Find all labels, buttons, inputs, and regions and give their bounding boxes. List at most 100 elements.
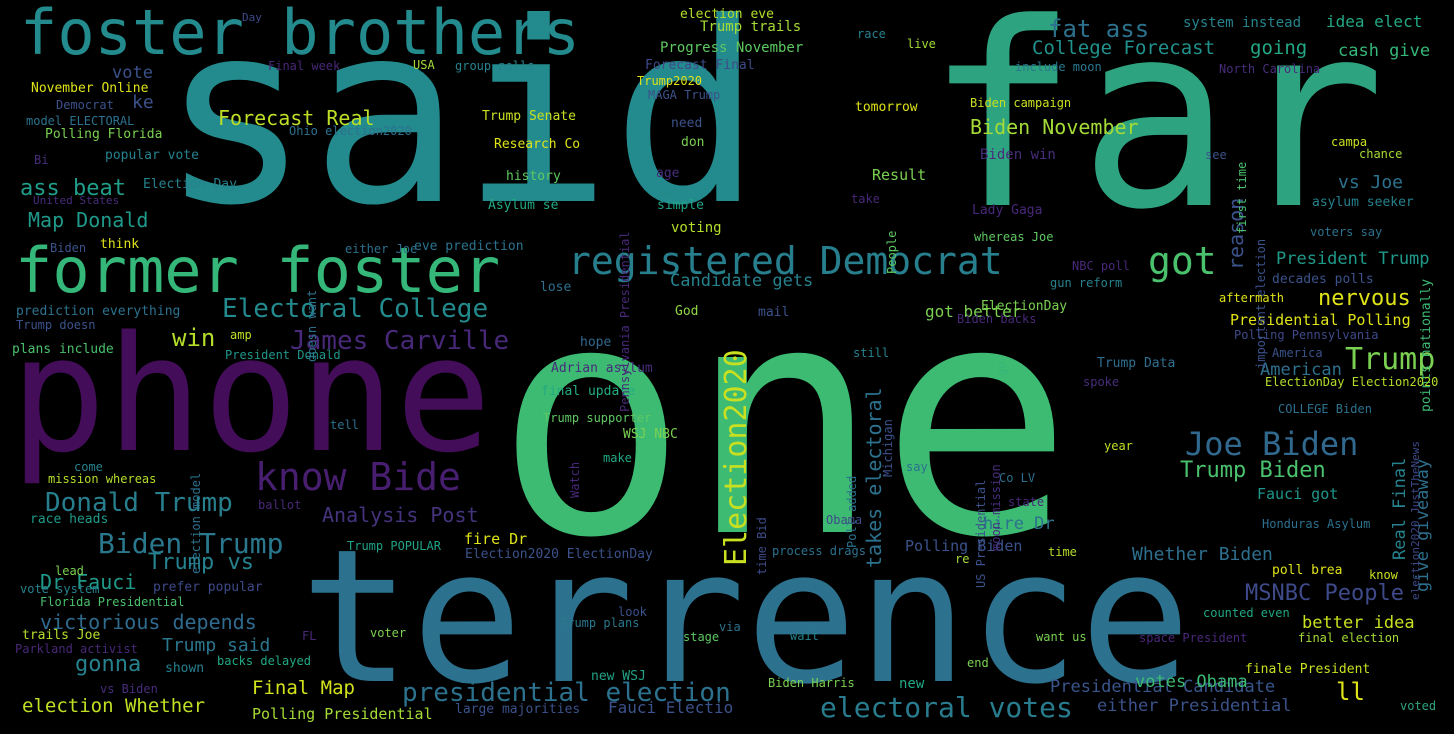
word: win [172, 324, 216, 352]
word: model ELECTORAL [26, 114, 135, 128]
word: eve prediction [414, 239, 524, 254]
word: Final week [268, 59, 341, 73]
word: got better [925, 302, 1022, 321]
word: year [1104, 439, 1133, 453]
word: race [857, 27, 886, 41]
word: votes Obama [1135, 672, 1248, 692]
word: spoke [1083, 375, 1120, 389]
word: vs Joe [1338, 172, 1404, 193]
word: Biden Trump [98, 527, 284, 560]
word: Co LV [999, 471, 1036, 485]
word: history [506, 169, 561, 184]
word: Trump2020 [637, 74, 703, 88]
word: include moon [1015, 60, 1102, 74]
word: lose [540, 280, 572, 295]
word: want us [1036, 630, 1087, 644]
word: points nationally [1419, 278, 1434, 412]
word: North Carolina [1219, 62, 1321, 76]
word: either Presidential [1097, 696, 1292, 716]
word: chance [1359, 147, 1403, 161]
word: look [618, 605, 647, 619]
word: Trump Senate [482, 109, 576, 124]
word: wait [790, 629, 819, 643]
word: stage [683, 630, 720, 644]
word: final update [541, 384, 635, 399]
word: make [603, 451, 632, 465]
word: Democrat [56, 98, 114, 112]
word: trails Joe [22, 628, 101, 643]
word: end [967, 656, 989, 670]
word: Biden November [970, 115, 1139, 139]
word: hope [580, 335, 612, 350]
word: foster brothers [20, 0, 580, 69]
word: cash give [1338, 41, 1431, 61]
word: takes electoral [862, 387, 886, 568]
word: American [1260, 360, 1342, 380]
word: either Joe [345, 242, 418, 256]
word: vote system [20, 582, 100, 596]
word: Bi [34, 153, 49, 167]
word: US Presidential [974, 479, 988, 588]
word: Election2020 ElectionDay [465, 547, 653, 562]
word: November Online [31, 81, 149, 96]
word: Biden [50, 241, 87, 255]
word: hire Dr [983, 514, 1055, 534]
word: Biden win [980, 147, 1056, 163]
word: Biden campaign [970, 96, 1072, 110]
word: MAGA Trump [648, 88, 721, 102]
word: fat ass [1048, 15, 1150, 43]
word: got [1148, 239, 1217, 283]
word: prefer popular [153, 580, 263, 595]
word: amp [230, 328, 252, 342]
word: Election Day [143, 177, 237, 192]
word: ll [1336, 678, 1365, 706]
word: asylum seeker [1312, 195, 1414, 210]
word: think [100, 237, 140, 252]
word: Research Co [494, 137, 581, 152]
word: campa [1331, 135, 1368, 149]
word: Asylum se [488, 198, 559, 213]
word: state [1008, 495, 1045, 509]
word: Polling Florida [45, 127, 163, 142]
word: backs delayed [217, 654, 311, 668]
word: Candidate gets [670, 271, 814, 291]
word: Election2020 [719, 349, 754, 566]
word: idea elect [1326, 12, 1423, 31]
word: voting [671, 220, 722, 236]
word: know [1369, 568, 1398, 582]
word: voted [1400, 699, 1437, 713]
word: vs Biden [100, 682, 158, 696]
word: one [495, 236, 1073, 608]
word: election eve [680, 7, 774, 22]
word: Electoral College [222, 294, 489, 324]
word: Final Map [252, 677, 355, 699]
word: counted even [1203, 606, 1290, 620]
word: victorious depends [40, 610, 257, 634]
word: voter [370, 626, 407, 640]
word: Adrian asylum [551, 361, 653, 376]
word: Whether Biden [1132, 544, 1273, 565]
word: Parkland activist [15, 642, 138, 656]
word: ElectionDay Election2020 [1265, 375, 1439, 389]
word: electoral votes [820, 691, 1073, 724]
word: vote [112, 63, 153, 83]
word: decades polls [1272, 272, 1374, 287]
word: Polling Pennsylvania [1234, 328, 1379, 342]
word: Trump Data [1097, 356, 1176, 371]
word: Lady Gaga [972, 203, 1043, 218]
word: ballot [258, 498, 302, 512]
word: FL [302, 629, 317, 643]
word: final election [1298, 631, 1400, 645]
word: ass beat [20, 176, 126, 201]
word: age [656, 166, 680, 181]
word: Trump doesn [16, 318, 96, 332]
word: gun reform [1050, 276, 1123, 290]
word: Trump said [162, 635, 271, 656]
word: group polls [455, 59, 535, 73]
word: Dr Fauci [40, 570, 137, 594]
word: know Bide [255, 455, 461, 499]
word: far [925, 0, 1386, 266]
word: Polling Presidential [252, 705, 433, 723]
word: said [160, 0, 763, 260]
word: space President [1139, 631, 1248, 645]
